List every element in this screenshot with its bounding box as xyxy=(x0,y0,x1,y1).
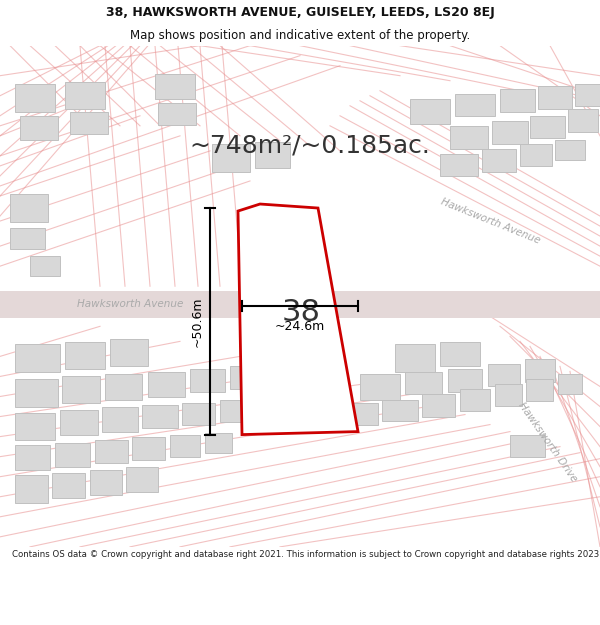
Polygon shape xyxy=(52,472,85,498)
Polygon shape xyxy=(510,434,545,457)
Polygon shape xyxy=(530,116,565,138)
Polygon shape xyxy=(495,384,522,406)
Polygon shape xyxy=(20,116,58,140)
Polygon shape xyxy=(575,84,600,106)
Text: ~50.6m: ~50.6m xyxy=(191,296,203,346)
Polygon shape xyxy=(158,102,196,125)
Polygon shape xyxy=(422,394,455,416)
Polygon shape xyxy=(90,469,122,495)
Polygon shape xyxy=(142,404,178,428)
Text: Hawksworth Avenue: Hawksworth Avenue xyxy=(77,299,183,309)
Polygon shape xyxy=(230,366,265,389)
Polygon shape xyxy=(182,402,215,424)
Text: Contains OS data © Crown copyright and database right 2021. This information is : Contains OS data © Crown copyright and d… xyxy=(12,550,600,559)
Text: Hawksworth Avenue: Hawksworth Avenue xyxy=(439,196,541,246)
Polygon shape xyxy=(395,344,435,372)
Polygon shape xyxy=(525,359,555,382)
Polygon shape xyxy=(212,144,250,172)
Text: 38, HAWKSWORTH AVENUE, GUISELEY, LEEDS, LS20 8EJ: 38, HAWKSWORTH AVENUE, GUISELEY, LEEDS, … xyxy=(106,6,494,19)
Text: Map shows position and indicative extent of the property.: Map shows position and indicative extent… xyxy=(130,29,470,42)
Polygon shape xyxy=(492,121,528,144)
Polygon shape xyxy=(455,94,495,116)
Polygon shape xyxy=(568,109,598,132)
Polygon shape xyxy=(382,399,418,421)
Polygon shape xyxy=(15,344,60,372)
Text: ~24.6m: ~24.6m xyxy=(275,320,325,333)
Polygon shape xyxy=(110,339,148,366)
Polygon shape xyxy=(60,409,98,434)
Polygon shape xyxy=(460,389,490,411)
Polygon shape xyxy=(0,291,600,318)
Polygon shape xyxy=(105,374,142,399)
Polygon shape xyxy=(15,379,58,406)
Polygon shape xyxy=(15,84,55,112)
Polygon shape xyxy=(500,89,535,112)
Polygon shape xyxy=(538,86,572,109)
Polygon shape xyxy=(132,437,165,459)
Polygon shape xyxy=(102,406,138,432)
Polygon shape xyxy=(155,74,195,99)
Text: 38: 38 xyxy=(282,298,320,328)
Polygon shape xyxy=(360,374,400,399)
Polygon shape xyxy=(70,112,108,134)
Polygon shape xyxy=(220,399,252,421)
Polygon shape xyxy=(450,126,488,149)
Polygon shape xyxy=(55,442,90,467)
Polygon shape xyxy=(440,154,478,176)
Polygon shape xyxy=(190,369,225,392)
Polygon shape xyxy=(440,342,480,366)
Polygon shape xyxy=(555,140,585,160)
Polygon shape xyxy=(340,402,378,424)
Polygon shape xyxy=(482,149,516,172)
Polygon shape xyxy=(65,82,105,109)
Polygon shape xyxy=(15,412,55,439)
Polygon shape xyxy=(62,376,100,402)
Polygon shape xyxy=(15,444,50,469)
Polygon shape xyxy=(520,144,552,166)
Text: Hawksworth Drive: Hawksworth Drive xyxy=(517,400,579,483)
Polygon shape xyxy=(238,204,358,434)
Polygon shape xyxy=(488,364,520,386)
Polygon shape xyxy=(170,434,200,457)
Polygon shape xyxy=(10,228,45,249)
Polygon shape xyxy=(448,369,482,392)
Polygon shape xyxy=(15,475,48,502)
Text: ~748m²/~0.185ac.: ~748m²/~0.185ac. xyxy=(190,134,430,158)
Polygon shape xyxy=(65,342,105,369)
Polygon shape xyxy=(205,432,232,452)
Polygon shape xyxy=(126,467,158,492)
Polygon shape xyxy=(255,142,290,168)
Polygon shape xyxy=(30,256,60,276)
Polygon shape xyxy=(148,372,185,396)
Polygon shape xyxy=(10,194,48,222)
Polygon shape xyxy=(405,372,442,394)
Polygon shape xyxy=(95,439,128,462)
Polygon shape xyxy=(526,379,553,401)
Polygon shape xyxy=(558,374,582,394)
Polygon shape xyxy=(410,99,450,124)
